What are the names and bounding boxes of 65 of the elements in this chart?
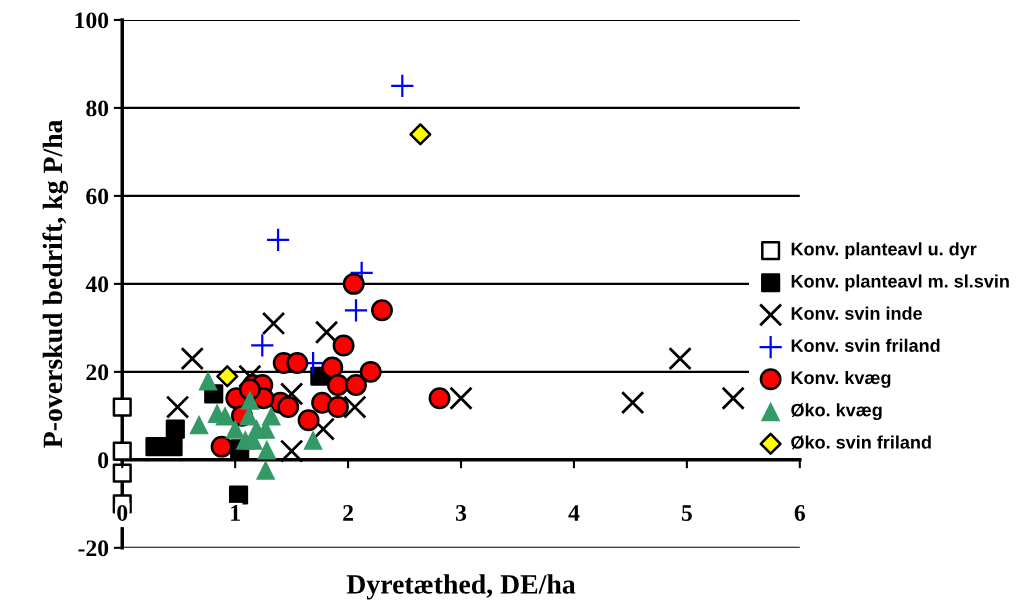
point <box>428 387 451 410</box>
point <box>303 430 323 450</box>
point <box>277 396 300 419</box>
point <box>210 435 233 458</box>
x-tick-label: 1 <box>231 505 240 521</box>
point <box>721 386 745 411</box>
point <box>257 440 277 460</box>
y-tick-label: 80 <box>86 100 109 117</box>
point <box>112 441 132 461</box>
point <box>112 463 132 483</box>
point <box>321 356 344 379</box>
x-axis-title: Dyretæthed, DE/ha <box>346 574 576 600</box>
y-tick-label: -20 <box>78 540 109 557</box>
point <box>668 346 692 371</box>
y-tick-label: 20 <box>86 364 109 381</box>
point <box>189 414 209 435</box>
point <box>228 485 249 505</box>
point <box>261 311 286 336</box>
point <box>225 419 245 439</box>
legend-label: Øko. svin friland <box>791 435 931 450</box>
point <box>345 374 367 397</box>
point <box>180 346 205 371</box>
point <box>371 299 393 322</box>
point <box>163 437 183 457</box>
y-tick-label: 40 <box>85 276 109 293</box>
legend-label: Konv. svin friland <box>791 338 940 352</box>
y-tick-label: 0 <box>98 452 109 469</box>
point <box>145 437 165 457</box>
x-tick-label: 4 <box>568 505 580 521</box>
x-tick-label: 5 <box>681 505 692 521</box>
point <box>332 334 355 357</box>
y-tick-label: 60 <box>86 188 109 205</box>
y-tick-label: 100 <box>75 12 109 29</box>
point <box>297 409 320 432</box>
x-tick-label: 2 <box>343 505 353 521</box>
point <box>112 397 132 417</box>
x-tick-label: 6 <box>794 505 805 521</box>
legend-label: Konv. kvæg <box>791 370 891 388</box>
point <box>342 272 365 295</box>
point <box>326 374 349 397</box>
point <box>240 390 260 410</box>
point <box>251 334 274 357</box>
point <box>198 370 218 391</box>
legend-label: Øko. kvæg <box>791 403 882 421</box>
point <box>255 460 276 480</box>
legend-label: Konv. svin inde <box>791 306 922 320</box>
legend-label: Konv. planteavl u. dyr <box>791 242 977 260</box>
point <box>314 320 339 345</box>
point <box>343 395 367 419</box>
legend-label: Konv. planteavl m. sl.svin <box>791 274 1009 292</box>
point <box>286 352 309 375</box>
point <box>165 395 190 419</box>
point <box>326 396 349 419</box>
point <box>279 439 304 463</box>
point <box>409 123 432 146</box>
x-tick-label: 0 <box>117 504 128 521</box>
point <box>216 365 239 388</box>
y-axis-title: P-overskud bedrift, kg P/ha <box>42 119 69 448</box>
x-tick-label: 3 <box>456 505 467 521</box>
point <box>215 406 235 426</box>
point <box>620 390 645 415</box>
point <box>239 406 259 426</box>
point <box>165 419 185 439</box>
point <box>449 386 473 411</box>
point <box>359 360 382 383</box>
